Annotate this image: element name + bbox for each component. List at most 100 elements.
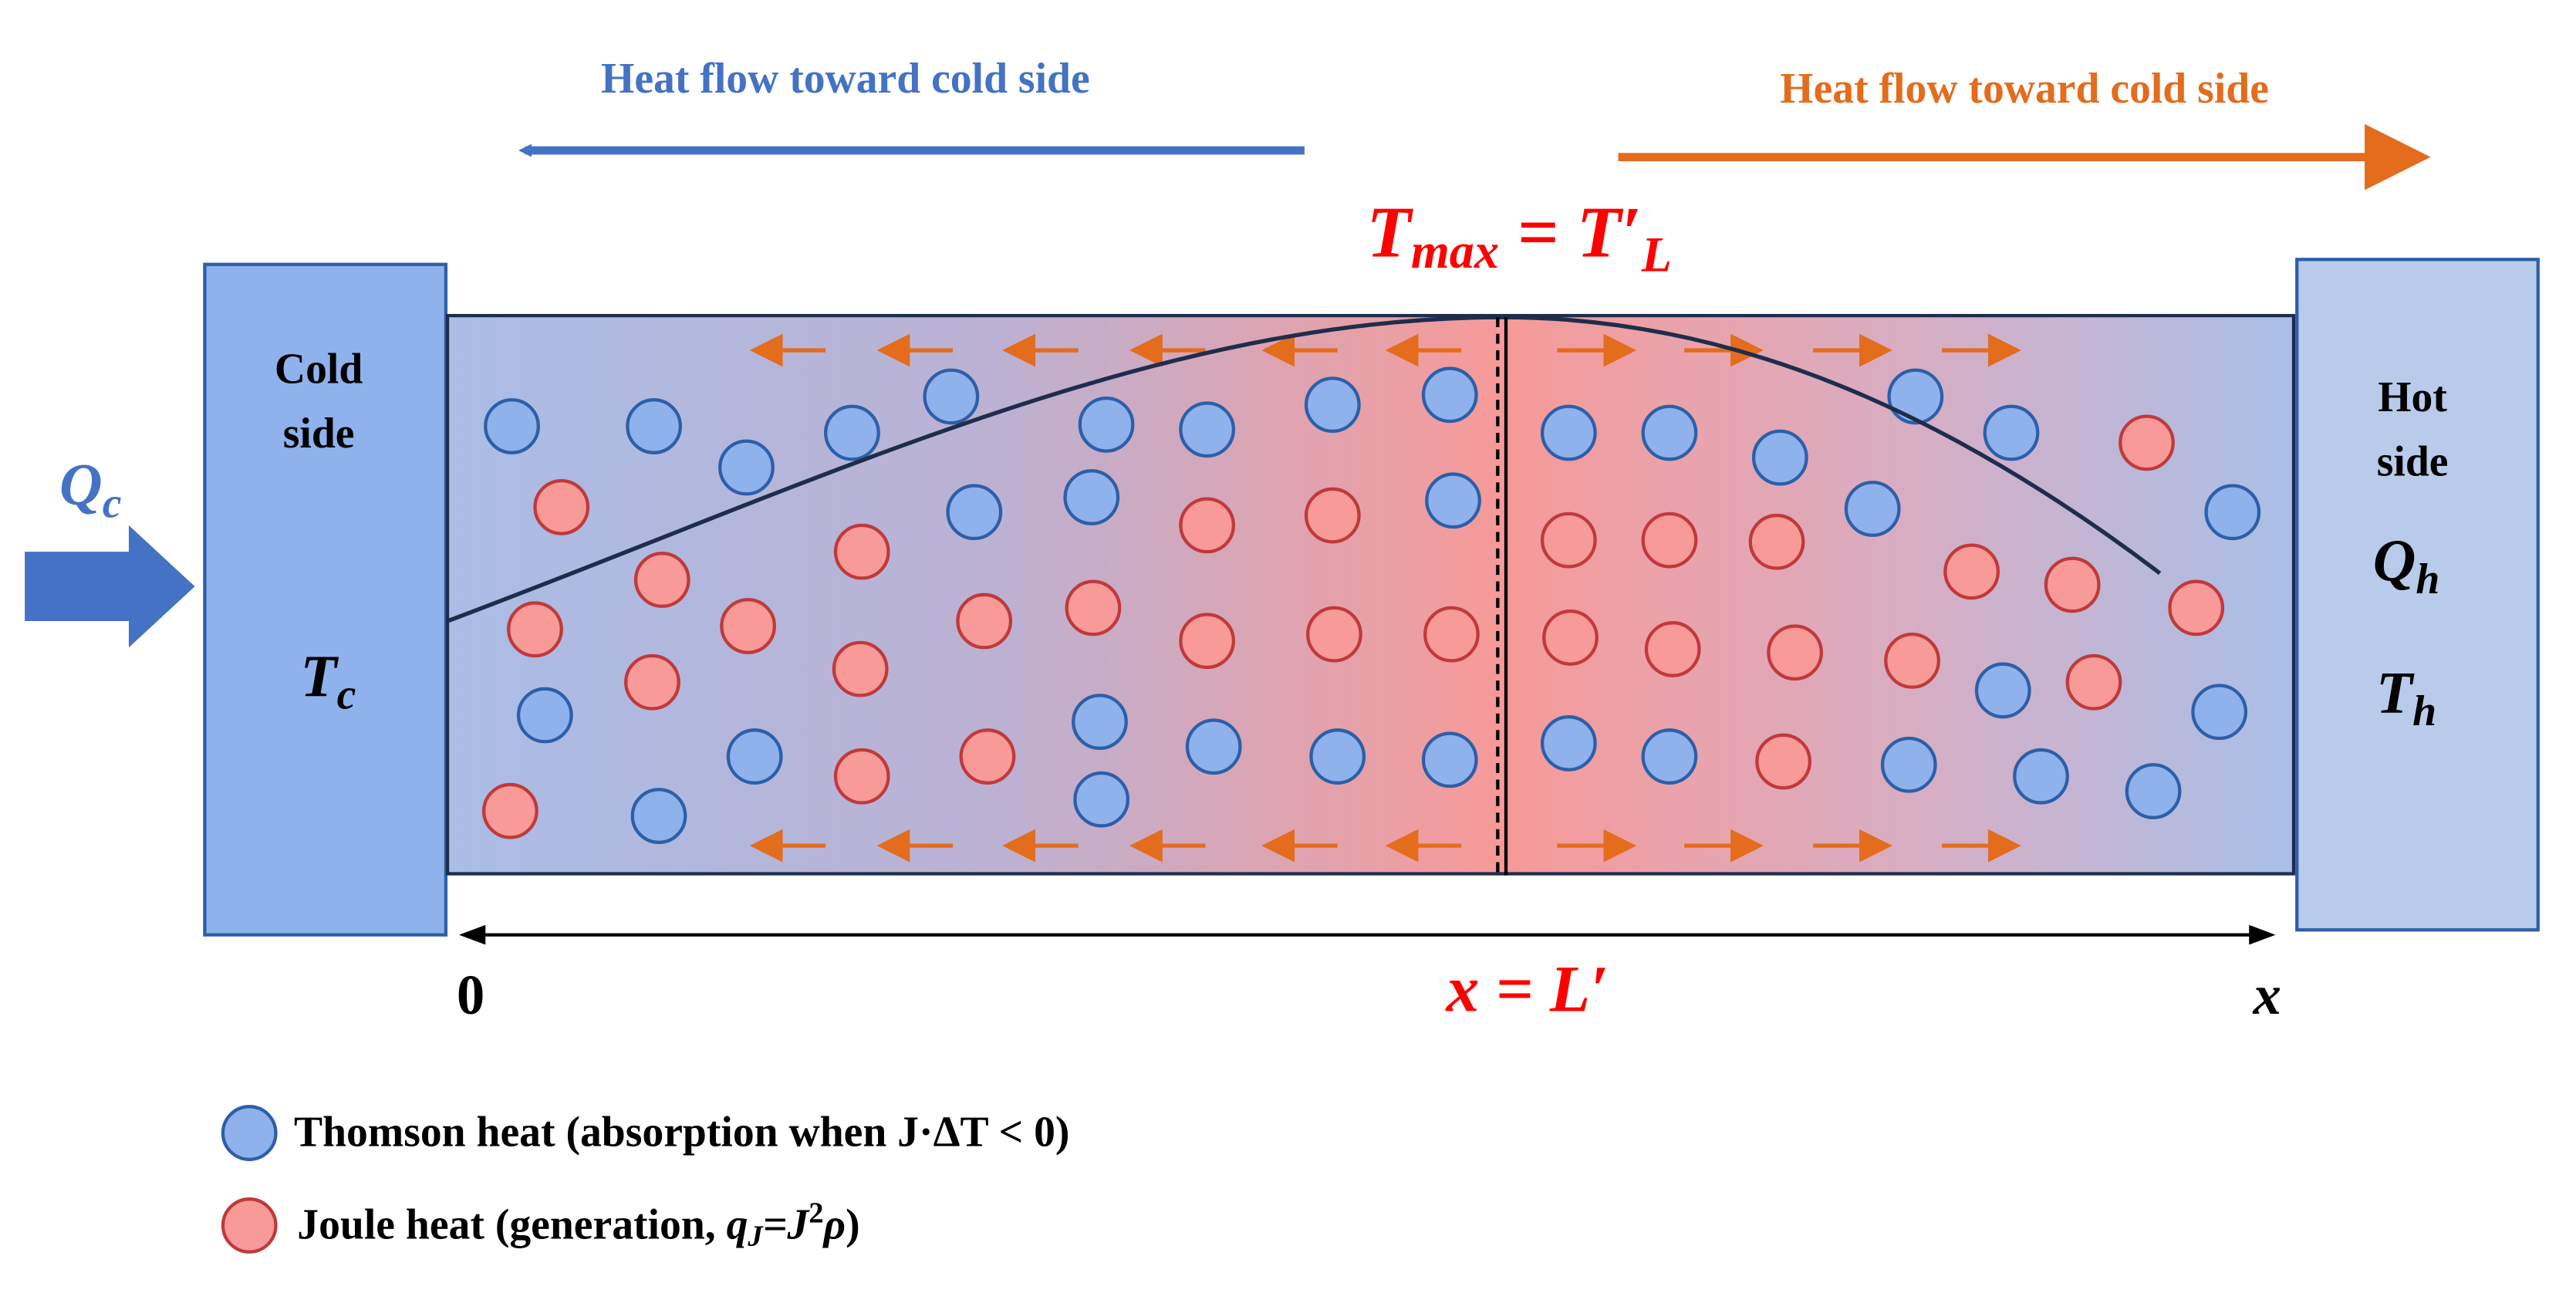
joule-particle	[1304, 487, 1361, 544]
thomson-particle	[1641, 728, 1698, 785]
joule-particle	[481, 782, 538, 839]
th-sub: h	[2412, 687, 2436, 735]
thomson-particle	[1751, 429, 1808, 486]
tc-sub: c	[337, 670, 356, 718]
thomson-particle	[946, 484, 1003, 541]
cold-label-1: Cold	[275, 346, 363, 393]
joule-close: )	[846, 1200, 860, 1248]
thomson-particle	[516, 687, 573, 744]
joule-particle	[2119, 414, 2175, 471]
joule-particle	[507, 601, 563, 658]
joule-particle	[533, 478, 590, 535]
cold-block	[203, 262, 448, 937]
axis-mid: x = L′	[1444, 953, 1609, 1026]
hot-block	[2295, 258, 2540, 932]
joule-particle	[1179, 497, 1236, 554]
thomson-particle	[726, 728, 783, 785]
joule-particle	[833, 523, 890, 580]
thomson-particle	[1983, 404, 2040, 461]
cold-temp: Tc	[301, 643, 356, 718]
axis-start: 0	[457, 964, 484, 1026]
joule-particle	[1542, 609, 1599, 666]
joule-particle	[1748, 513, 1805, 570]
thomson-particle	[2204, 484, 2261, 541]
cold-heat: Qc	[59, 451, 121, 527]
peak-sub: max	[1411, 224, 1499, 279]
joule-particle	[1644, 621, 1701, 677]
legend-blue-dot	[221, 1105, 278, 1161]
thomson-particle	[626, 398, 682, 454]
joule-particle	[1540, 512, 1597, 569]
joule-particle	[1306, 606, 1362, 663]
joule-particle	[1179, 613, 1236, 670]
joule-particle	[633, 552, 690, 608]
qh-sub: h	[2416, 555, 2439, 603]
thomson-particle	[1641, 404, 1698, 461]
qh: Q	[2373, 527, 2416, 593]
thomson-particle	[923, 368, 980, 425]
thomson-particle	[1844, 481, 1901, 537]
thomson-particle	[2125, 763, 2182, 819]
joule-particle	[1767, 624, 1823, 681]
hot-heat: Qh	[2373, 527, 2440, 603]
joule-sup: 2	[809, 1197, 823, 1229]
legend-joule: Joule heat (generation, qJ=J2ρ)	[297, 1197, 859, 1252]
peak-t: T	[1366, 192, 1413, 272]
joule-particle	[1884, 633, 1940, 689]
qc-arrow	[25, 525, 195, 648]
joule-particle	[720, 598, 776, 654]
thomson-particle	[2013, 748, 2069, 805]
joule-particle	[1423, 606, 1480, 663]
joule-eq: =J	[763, 1200, 811, 1248]
thomson-particle	[1425, 472, 1481, 529]
peak-label: Tmax = T′L	[1366, 192, 1672, 282]
joule-particle	[1943, 543, 2000, 600]
joule-particle	[1641, 512, 1698, 569]
joule-particle	[2065, 653, 2122, 711]
hot-label-2: side	[2377, 438, 2449, 486]
thomson-particle	[1880, 736, 1937, 793]
peak-sub2: L	[1641, 227, 1672, 282]
particles	[481, 366, 2261, 844]
thomson-particle	[1974, 662, 2031, 719]
peak-rest: = T′	[1499, 192, 1642, 272]
joule-rho: ρ	[822, 1200, 846, 1248]
legend-thomson: Thomson heat (absorption when J·ΔT < 0)	[294, 1109, 1069, 1156]
thomson-particle	[1421, 366, 1478, 424]
joule-particle	[1755, 733, 1812, 790]
joule-particle	[2168, 579, 2225, 636]
joule-particle	[624, 653, 680, 711]
thomson-particle	[484, 398, 540, 454]
axis-end: x	[2253, 964, 2281, 1026]
joule-text: Joule heat (generation,	[297, 1200, 726, 1248]
temperature-curve	[447, 315, 2162, 623]
qc: Q	[59, 451, 103, 518]
thomson-particle	[2191, 684, 2248, 741]
flow-label-left: Heat flow toward cold side	[601, 55, 1090, 103]
joule-particle	[2044, 556, 2101, 613]
hot-label-1: Hot	[2378, 373, 2447, 421]
thomson-particle	[1179, 401, 1236, 458]
legend-red-dot	[221, 1197, 278, 1254]
hot-temp: Th	[2376, 659, 2436, 734]
joule-q-sub: J	[747, 1220, 764, 1252]
joule-particle	[833, 748, 890, 805]
th: T	[2376, 659, 2415, 725]
tc: T	[301, 643, 339, 709]
joule-particle	[959, 728, 1016, 785]
flow-label-right: Heat flow toward cold side	[1780, 65, 2269, 113]
cold-label-2: side	[283, 410, 355, 458]
joule-particle	[1065, 579, 1122, 636]
thomson-particle	[1073, 771, 1130, 828]
thomson-particle	[630, 788, 687, 844]
thomson-particle	[1078, 396, 1135, 453]
thomson-particle	[718, 439, 775, 496]
thomson-particle	[1540, 404, 1597, 461]
joule-particle	[832, 640, 889, 697]
qc-sub: c	[103, 479, 122, 527]
thomson-particle	[1185, 718, 1242, 775]
joule-particle	[956, 593, 1013, 650]
thomson-particle	[1063, 469, 1120, 525]
